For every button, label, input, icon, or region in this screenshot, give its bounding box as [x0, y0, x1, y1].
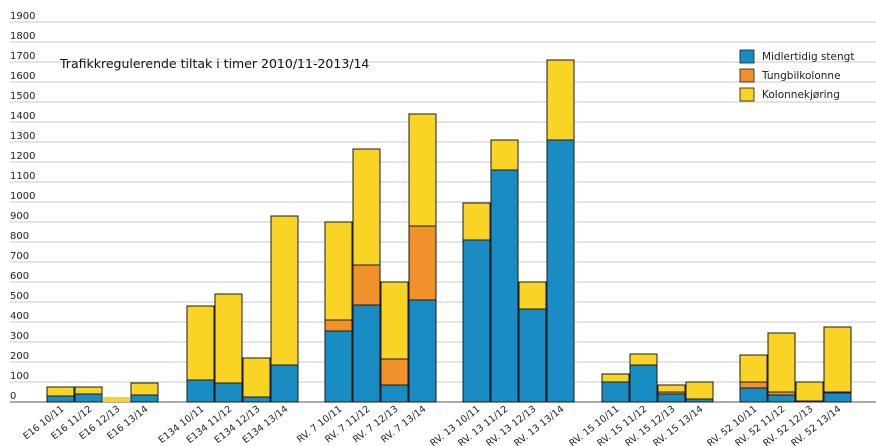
bar-segment	[601, 381, 630, 403]
bar-segment	[74, 393, 103, 403]
y-tick-label: 1600	[10, 71, 35, 82]
bar-segment	[46, 386, 75, 397]
bar-segment	[408, 225, 437, 301]
bar-segment	[657, 393, 686, 403]
bar-segment	[270, 364, 299, 403]
legend: Midlertidig stengt Tungbilkolonne Kolonnek…	[739, 49, 854, 102]
bar-segment	[324, 330, 353, 403]
legend-swatch	[739, 87, 755, 102]
bar-segment	[242, 357, 271, 398]
y-tick-label: 1300	[10, 131, 35, 142]
y-tick-label: 1800	[10, 31, 35, 42]
bar-segment	[380, 384, 409, 403]
bar-segment	[629, 353, 658, 366]
bar-segment	[518, 281, 547, 310]
y-tick-label: 0	[10, 391, 16, 402]
y-tick-label: 1100	[10, 171, 35, 182]
bar-segment	[103, 397, 130, 402]
bar-segment	[546, 59, 575, 141]
bar-segment	[352, 304, 381, 403]
bar-segment	[823, 392, 852, 403]
chart-title: Trafikkregulerende tiltak i timer 2010/1…	[59, 56, 369, 71]
bar-segment	[490, 169, 519, 403]
bar-segment	[352, 148, 381, 266]
gridlines	[10, 21, 876, 403]
y-tick-label: 1500	[10, 91, 35, 102]
bar-segment	[214, 293, 243, 384]
y-axis-ticks: 0 100 200 300 400 500 600 700 800 900 1000 1100 1200…	[10, 11, 35, 402]
y-tick-label: 800	[10, 231, 29, 242]
bar-segment	[823, 326, 852, 393]
bar-segment	[767, 394, 796, 403]
y-tick-label: 1900	[10, 11, 35, 22]
bar-segment	[130, 382, 159, 396]
bar-segment	[380, 358, 409, 386]
y-tick-label: 1400	[10, 111, 35, 122]
bars	[46, 59, 852, 403]
bar-segment	[462, 202, 491, 241]
y-tick-label: 400	[10, 311, 29, 322]
bar-segment	[685, 381, 714, 400]
bar-segment	[408, 299, 437, 403]
legend-label: Kolonnekjøring	[762, 89, 840, 101]
bar-segment	[242, 396, 271, 403]
y-tick-label: 1700	[10, 51, 35, 62]
bar-segment	[186, 305, 215, 381]
y-tick-label: 100	[10, 371, 29, 382]
bar-segment	[739, 381, 768, 389]
y-tick-label: 500	[10, 291, 29, 302]
bar-segment	[74, 386, 103, 395]
legend-swatch	[739, 49, 755, 64]
bar-segment	[186, 379, 215, 403]
legend-swatch	[739, 68, 755, 83]
bar-segment	[518, 308, 547, 403]
bar-segment	[657, 384, 686, 393]
bar-segment	[546, 139, 575, 403]
bar-segment	[46, 395, 75, 403]
y-tick-label: 200	[10, 351, 29, 362]
bar-segment	[601, 373, 630, 383]
legend-label: Midlertidig stengt	[762, 51, 854, 63]
bar-segment	[270, 215, 299, 366]
y-tick-label: 1000	[10, 191, 35, 202]
bar-segment	[324, 319, 353, 332]
y-tick-label: 900	[10, 211, 29, 222]
y-tick-label: 600	[10, 271, 29, 282]
legend-label: Tungbilkolonne	[761, 70, 841, 82]
bar-segment	[130, 394, 159, 403]
bar-segment	[462, 239, 491, 403]
bar-segment	[795, 381, 824, 402]
y-tick-label: 1200	[10, 151, 35, 162]
bar-segment	[324, 221, 353, 321]
y-tick-label: 300	[10, 331, 29, 342]
bar-segment	[352, 264, 381, 306]
bar-segment	[739, 354, 768, 383]
bar-segment	[629, 364, 658, 403]
bar-segment	[214, 382, 243, 403]
y-tick-label: 700	[10, 251, 29, 262]
bar-segment	[380, 281, 409, 360]
bar-segment	[408, 113, 437, 227]
bar-segment	[490, 139, 519, 171]
bar-segment	[739, 387, 768, 403]
bar-segment	[767, 332, 796, 393]
